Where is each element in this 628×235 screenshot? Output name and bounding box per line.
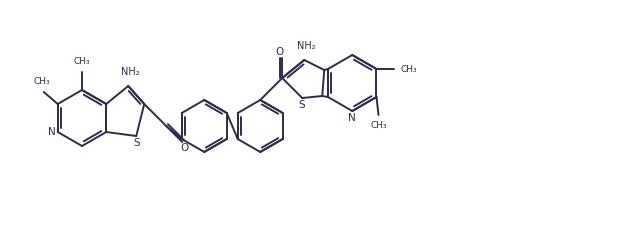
Text: O: O xyxy=(275,47,283,57)
Text: N: N xyxy=(349,113,356,123)
Text: O: O xyxy=(180,143,188,153)
Text: CH₃: CH₃ xyxy=(33,77,50,86)
Text: NH₂: NH₂ xyxy=(121,67,139,77)
Text: S: S xyxy=(298,100,305,110)
Text: NH₂: NH₂ xyxy=(297,41,315,51)
Text: CH₃: CH₃ xyxy=(401,64,417,74)
Text: S: S xyxy=(133,138,139,148)
Text: CH₃: CH₃ xyxy=(73,57,90,66)
Text: N: N xyxy=(48,127,56,137)
Text: CH₃: CH₃ xyxy=(370,121,387,130)
